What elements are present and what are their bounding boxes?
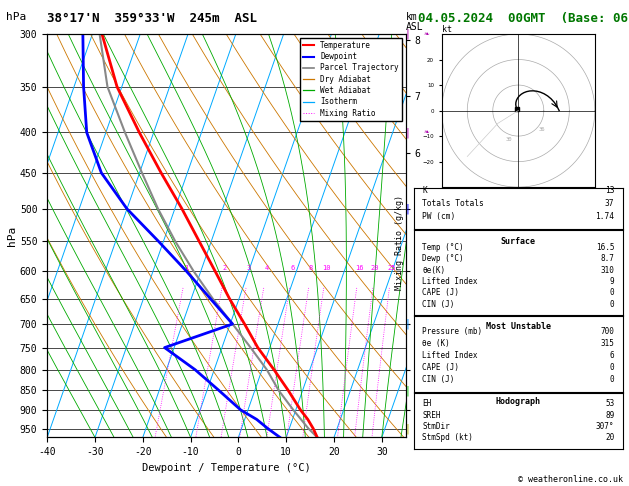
- Text: CIN (J): CIN (J): [422, 375, 455, 384]
- Text: 1.74: 1.74: [596, 212, 615, 221]
- Text: CIN (J): CIN (J): [422, 299, 455, 309]
- Text: Mixing Ratio (g/kg): Mixing Ratio (g/kg): [395, 195, 404, 291]
- Text: 38°17'N  359°33'W  245m  ASL: 38°17'N 359°33'W 245m ASL: [47, 12, 257, 25]
- Text: 13: 13: [605, 186, 615, 195]
- Text: ASL: ASL: [406, 22, 423, 32]
- Text: Hodograph: Hodograph: [496, 397, 541, 406]
- Legend: Temperature, Dewpoint, Parcel Trajectory, Dry Adiabat, Wet Adiabat, Isotherm, Mi: Temperature, Dewpoint, Parcel Trajectory…: [299, 38, 402, 121]
- Text: 89: 89: [605, 411, 615, 419]
- Text: Dewp (°C): Dewp (°C): [422, 254, 464, 263]
- Text: |: |: [404, 204, 410, 214]
- Text: ❧: ❧: [424, 426, 430, 432]
- Text: 2: 2: [223, 265, 227, 271]
- Text: 8.7: 8.7: [601, 254, 615, 263]
- Text: Most Unstable: Most Unstable: [486, 322, 551, 331]
- Text: |: |: [404, 127, 410, 138]
- Text: hPa: hPa: [6, 12, 26, 22]
- Text: ❧: ❧: [424, 321, 430, 327]
- Text: Lifted Index: Lifted Index: [422, 351, 478, 360]
- Text: Lifted Index: Lifted Index: [422, 277, 478, 286]
- Text: km: km: [406, 12, 418, 22]
- Text: θe (K): θe (K): [422, 339, 450, 348]
- Text: 8: 8: [309, 265, 313, 271]
- Text: 16: 16: [355, 265, 363, 271]
- Text: 37: 37: [605, 199, 615, 208]
- Text: 0: 0: [610, 288, 615, 297]
- Text: CAPE (J): CAPE (J): [422, 288, 459, 297]
- Text: 1: 1: [184, 265, 188, 271]
- Text: |: |: [404, 385, 410, 396]
- Text: 30: 30: [506, 137, 512, 142]
- Text: 4: 4: [264, 265, 269, 271]
- Text: |: |: [404, 423, 410, 434]
- Text: LCL: LCL: [413, 394, 428, 403]
- Text: 0: 0: [610, 299, 615, 309]
- Text: K: K: [422, 186, 427, 195]
- Text: 700: 700: [601, 327, 615, 336]
- Text: Surface: Surface: [501, 237, 536, 246]
- Text: 315: 315: [601, 339, 615, 348]
- Text: Totals Totals: Totals Totals: [422, 199, 484, 208]
- Text: 6: 6: [290, 265, 294, 271]
- Text: EH: EH: [422, 399, 431, 408]
- Text: 20: 20: [370, 265, 379, 271]
- Text: CAPE (J): CAPE (J): [422, 363, 459, 372]
- Text: 307°: 307°: [596, 422, 615, 431]
- Text: ❧: ❧: [424, 206, 430, 212]
- Text: StmDir: StmDir: [422, 422, 450, 431]
- Text: 53: 53: [605, 399, 615, 408]
- Text: Temp (°C): Temp (°C): [422, 243, 464, 252]
- Text: StmSpd (kt): StmSpd (kt): [422, 433, 473, 442]
- X-axis label: Dewpoint / Temperature (°C): Dewpoint / Temperature (°C): [142, 463, 311, 473]
- Text: PW (cm): PW (cm): [422, 212, 455, 221]
- Text: |: |: [404, 319, 410, 329]
- Text: kt: kt: [442, 25, 452, 34]
- Text: θe(K): θe(K): [422, 265, 445, 275]
- Text: 25: 25: [387, 265, 396, 271]
- Text: 0: 0: [610, 375, 615, 384]
- Text: Pressure (mb): Pressure (mb): [422, 327, 482, 336]
- Text: 0: 0: [610, 363, 615, 372]
- Text: 16.5: 16.5: [596, 243, 615, 252]
- Text: 04.05.2024  00GMT  (Base: 06): 04.05.2024 00GMT (Base: 06): [418, 12, 629, 25]
- Text: ❧: ❧: [424, 31, 430, 37]
- Text: SREH: SREH: [422, 411, 441, 419]
- Text: ❧: ❧: [424, 387, 430, 394]
- Text: © weatheronline.co.uk: © weatheronline.co.uk: [518, 474, 623, 484]
- Text: 3: 3: [247, 265, 251, 271]
- Text: 36: 36: [538, 127, 545, 132]
- Text: 9: 9: [610, 277, 615, 286]
- Text: 310: 310: [601, 265, 615, 275]
- Text: 20: 20: [605, 433, 615, 442]
- Text: ❧: ❧: [424, 129, 430, 136]
- Text: 10: 10: [322, 265, 330, 271]
- Text: |: |: [404, 29, 410, 39]
- Y-axis label: hPa: hPa: [7, 226, 17, 246]
- Text: 6: 6: [610, 351, 615, 360]
